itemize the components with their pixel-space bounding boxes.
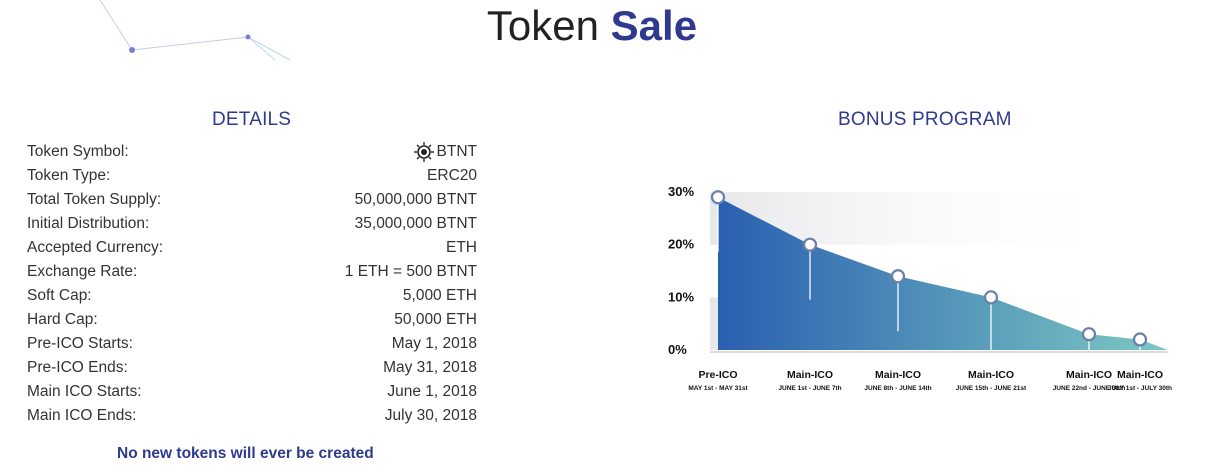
- token-details-list: Token Symbol: BTNT Token Type: ERC20 Tot…: [27, 140, 477, 428]
- detail-label: Initial Distribution:: [27, 215, 150, 232]
- detail-value: May 1, 2018: [391, 335, 477, 352]
- detail-value: July 30, 2018: [384, 407, 477, 424]
- data-point: [890, 269, 906, 332]
- category-date-label: JUNE 15th - JUNE 21st: [956, 385, 1027, 392]
- detail-row-pre-ico-starts: Pre-ICO Starts: May 1, 2018: [27, 332, 477, 356]
- category-label: Main-ICO: [787, 369, 833, 381]
- detail-value: BTNT: [413, 141, 477, 163]
- page-title: Token Sale: [0, 2, 1184, 50]
- category-label: Pre-ICO: [698, 369, 737, 381]
- data-point: [802, 237, 818, 300]
- data-point: [1081, 327, 1097, 350]
- detail-value: 50,000 ETH: [394, 311, 477, 328]
- detail-label: Main ICO Starts:: [27, 383, 142, 400]
- token-logo-icon: [413, 142, 434, 162]
- detail-label: Accepted Currency:: [27, 239, 164, 256]
- detail-label: Pre-ICO Ends:: [27, 359, 128, 376]
- data-point: [1132, 332, 1148, 350]
- detail-row-total-supply: Total Token Supply: 50,000,000 BTNT: [27, 188, 477, 212]
- category-date-label: JUNE 1st - JUNE 7th: [778, 385, 841, 392]
- data-point-marker: [802, 237, 818, 252]
- category-label: Main-ICO: [968, 369, 1014, 381]
- detail-row-hard-cap: Hard Cap: 50,000 ETH: [27, 308, 477, 332]
- data-point-marker: [1132, 332, 1148, 347]
- detail-row-token-type: Token Type: ERC20: [27, 164, 477, 188]
- detail-value: ETH: [446, 239, 477, 256]
- detail-row-main-ico-starts: Main ICO Starts: June 1, 2018: [27, 380, 477, 404]
- category-date-label: JUNE 22nd - JUNE 30th: [1053, 385, 1126, 392]
- decorative-network-lines: [99, 0, 291, 61]
- category-date-label: MAY 1st - MAY 31st: [688, 385, 748, 392]
- detail-row-token-symbol: Token Symbol: BTNT: [27, 140, 477, 164]
- data-point: [983, 290, 999, 350]
- detail-value: 35,000,000 BTNT: [354, 215, 477, 232]
- detail-row-main-ico-ends: Main ICO Ends: July 30, 2018: [27, 404, 477, 428]
- bonus-area: [718, 197, 1168, 350]
- detail-label: Hard Cap:: [27, 311, 98, 328]
- detail-label: Soft Cap:: [27, 287, 92, 304]
- page-title-accent: Sale: [610, 2, 698, 49]
- category-label: Main-ICO: [1117, 369, 1163, 381]
- detail-row-accepted-currency: Accepted Currency: ETH: [27, 236, 477, 260]
- y-tick-label: 10%: [668, 289, 694, 304]
- data-point-marker: [710, 190, 726, 205]
- detail-label: Exchange Rate:: [27, 263, 138, 280]
- detail-row-initial-distribution: Initial Distribution: 35,000,000 BTNT: [27, 212, 477, 236]
- detail-label: Main ICO Ends:: [27, 407, 137, 424]
- y-tick-label: 0%: [668, 342, 687, 357]
- data-point-marker: [890, 269, 906, 284]
- detail-label: Total Token Supply:: [27, 191, 162, 208]
- category-label: Main-ICO: [1066, 369, 1112, 381]
- bonus-program-chart: 0% 10% 20% 30% Pre-ICO MAY 1st - MAY 31st Main…: [668, 184, 1172, 392]
- category-label: Main-ICO: [875, 369, 921, 381]
- data-point-marker: [1081, 327, 1097, 342]
- detail-row-pre-ico-ends: Pre-ICO Ends: May 31, 2018: [27, 356, 477, 380]
- bonus-program-heading: BONUS PROGRAM: [838, 109, 1012, 130]
- detail-value: 1 ETH = 500 BTNT: [344, 263, 477, 280]
- detail-label: Token Type:: [27, 167, 111, 184]
- detail-label: Token Symbol:: [27, 143, 129, 160]
- page-title-main: Token: [486, 2, 599, 49]
- detail-value: 50,000,000 BTNT: [354, 191, 477, 208]
- data-point: [710, 190, 726, 253]
- data-point-marker: [983, 290, 999, 305]
- detail-row-soft-cap: Soft Cap: 5,000 ETH: [27, 284, 477, 308]
- detail-row-exchange-rate: Exchange Rate: 1 ETH = 500 BTNT: [27, 260, 477, 284]
- detail-value: May 31, 2018: [383, 359, 477, 376]
- y-tick-label: 30%: [668, 184, 694, 199]
- detail-value: June 1, 2018: [387, 383, 477, 400]
- detail-value: 5,000 ETH: [402, 287, 477, 304]
- details-heading: DETAILS: [212, 109, 292, 130]
- detail-value: ERC20: [427, 167, 477, 184]
- category-date-label: JULY 1st - JULY 30th: [1108, 385, 1172, 392]
- no-new-tokens-note: No new tokens will ever be created: [117, 445, 374, 462]
- y-tick-label: 20%: [668, 237, 694, 252]
- detail-label: Pre-ICO Starts:: [27, 335, 133, 352]
- category-date-label: JUNE 8th - JUNE 14th: [864, 385, 931, 392]
